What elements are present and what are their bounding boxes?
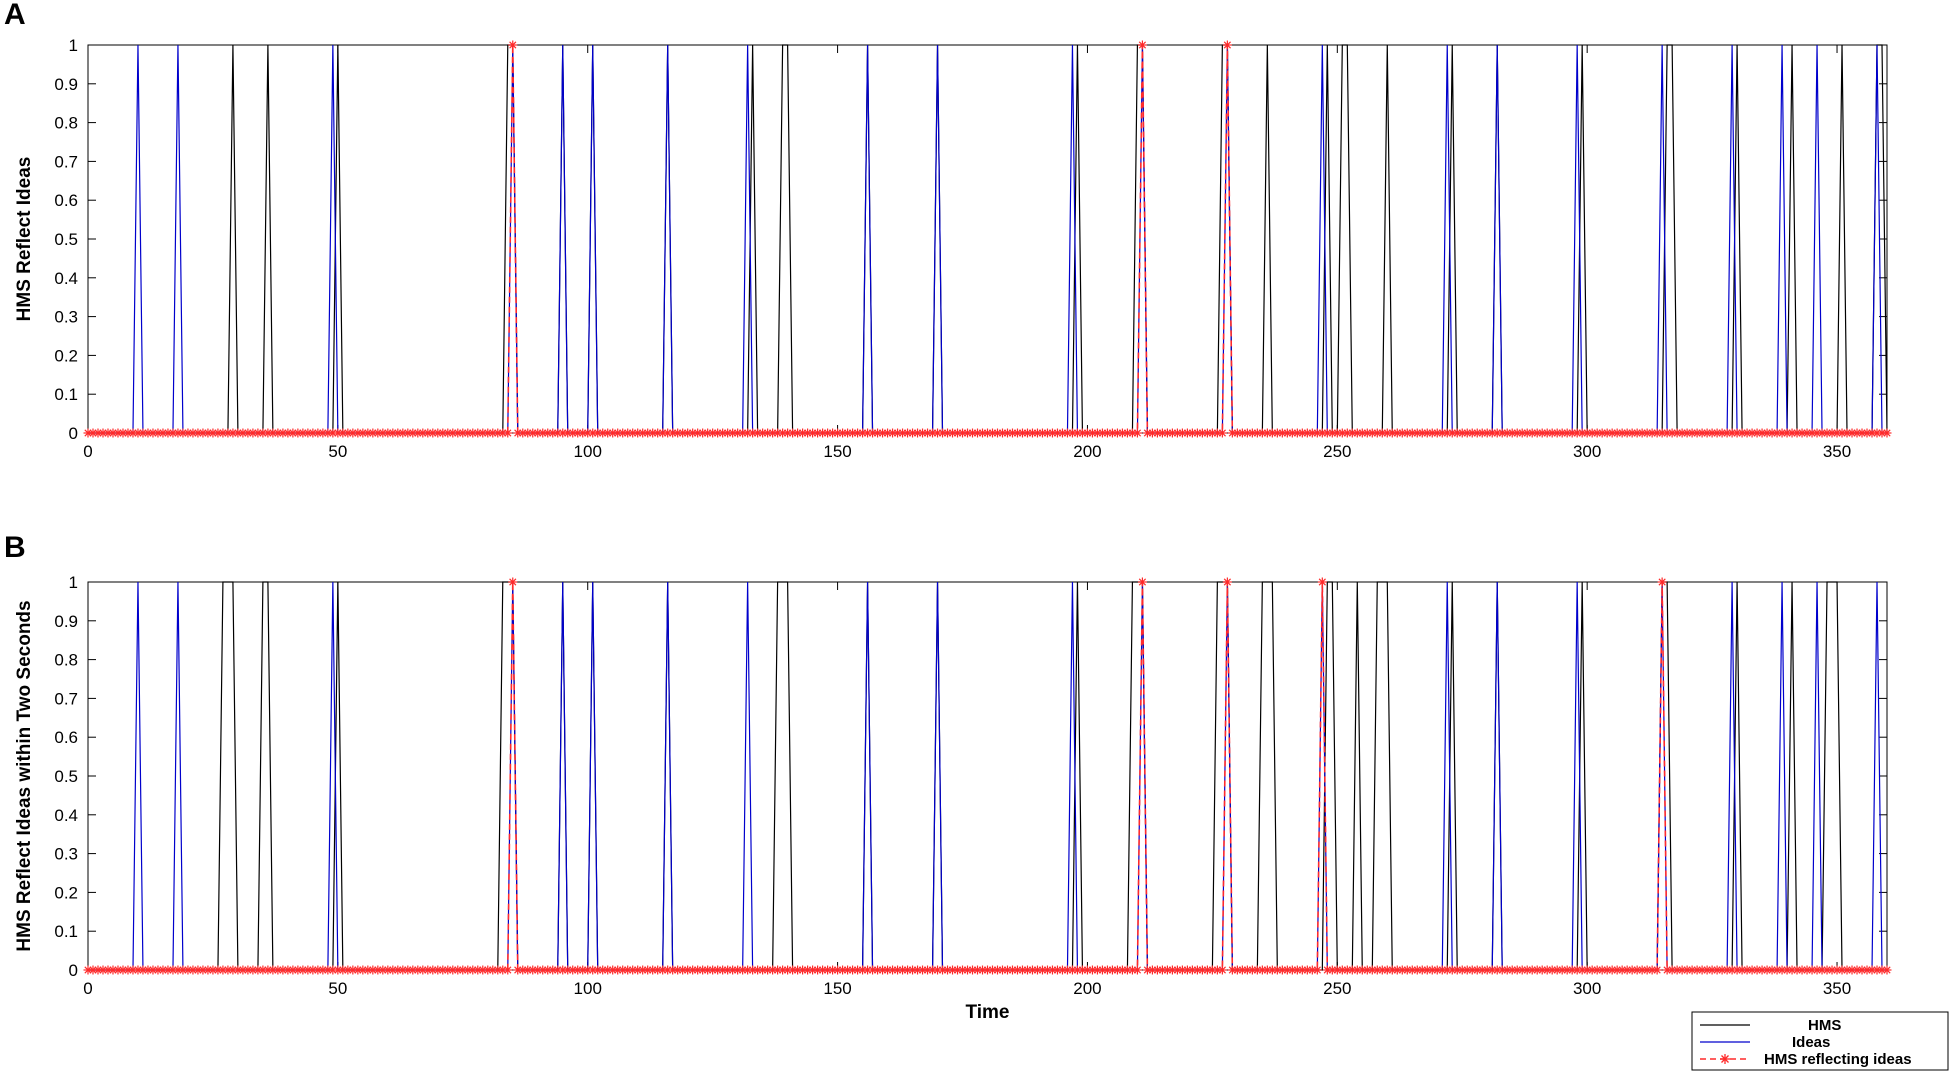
panel-b-series-hms [88, 581, 1887, 971]
panel-a-y-tick-label: 0.3 [54, 308, 78, 327]
panel-b-series-hms-reflecting-ideas-markers [83, 577, 1892, 975]
panel-a-y-tick-label: 0.9 [54, 75, 78, 94]
panel-a-data-point [1132, 428, 1142, 438]
panel-a-x-tick-label: 200 [1073, 442, 1101, 461]
legend-box [1691, 1011, 1949, 1071]
panel-b-data-point [1657, 577, 1667, 587]
panel-b-series-hms-reflecting-ideas [88, 581, 1887, 971]
panel-a-data-point [503, 428, 513, 438]
panel-b-x-tick-label: 300 [1573, 979, 1601, 998]
panel-b-data-point [1312, 965, 1322, 975]
panel-a-series-hms [88, 44, 1888, 434]
panel-a-data-point [453, 428, 463, 438]
panel-b-data-point [1317, 577, 1327, 587]
legend-entry-ideas: Ideas [1700, 1034, 1830, 1051]
panel-a-y-tick-label: 0.5 [54, 230, 78, 249]
panel-a-y-tick-label: 1 [69, 36, 78, 55]
panel-a-series-ideas [88, 44, 1887, 434]
panel-b: B 0 0.1 0.2 0.3 0.4 0.5 0.6 0.7 0.8 0.9 1 0 50 100 150… [4, 531, 1892, 1023]
panel-b-axes-box [87, 581, 1888, 971]
legend-label-ideas: Ideas [1792, 1034, 1830, 1051]
panel-b-data-point [1217, 965, 1227, 975]
panel-b-x-tick-label: 200 [1073, 979, 1101, 998]
panel-a: A 0 0.1 0.2 0.3 0.4 0.5 0.6 0.7 0.8 0.9 1 0 50 100 150… [4, 0, 1892, 461]
panel-a-data-point [1137, 40, 1147, 50]
panel-a-data-point [508, 40, 518, 50]
panel-b-data-point [503, 965, 513, 975]
panel-b-data-point [508, 577, 518, 587]
panel-b-y-tick-label: 0.2 [54, 883, 78, 902]
panel-b-y-tick-label: 0.8 [54, 651, 78, 670]
panel-a-x-tick-label: 350 [1823, 442, 1851, 461]
panel-b-x-tick-label: 50 [328, 979, 347, 998]
panel-a-data-point [1882, 428, 1892, 438]
panel-letter-a: A [4, 0, 26, 31]
panel-b-y-tick-label: 1 [69, 573, 78, 592]
panel-b-y-tick-label: 0.5 [54, 767, 78, 786]
legend-star-marker [1720, 1054, 1730, 1064]
panel-b-y-tick-label: 0.9 [54, 612, 78, 631]
panel-a-data-point [1217, 428, 1227, 438]
panel-b-y-tick-label: 0.3 [54, 845, 78, 864]
panel-b-series-ideas [88, 581, 1887, 971]
panel-b-y-tick-label: 0 [69, 961, 78, 980]
panel-b-x-tick-label: 350 [1823, 979, 1851, 998]
legend-entry-hms-reflecting-ideas: HMS reflecting ideas [1700, 1051, 1912, 1068]
panel-b-y-tick-label: 0.6 [54, 728, 78, 747]
panel-a-x-tick-label: 150 [823, 442, 851, 461]
panel-b-x-tick-label: 0 [83, 979, 92, 998]
panel-b-y-tick-label: 0.1 [54, 922, 78, 941]
panel-a-y-tick-label: 0.2 [54, 346, 78, 365]
panel-a-x-tick-label: 0 [83, 442, 92, 461]
panel-b-x-axis-label: Time [965, 1002, 1009, 1023]
panel-a-plot-area: 0 0.1 0.2 0.3 0.4 0.5 0.6 0.7 0.8 0.9 1 0 50 100 150 20… [54, 36, 1892, 461]
panel-a-x-tick-label: 50 [328, 442, 347, 461]
legend-label-hms-reflecting-ideas: HMS reflecting ideas [1764, 1051, 1912, 1068]
legend-label-hms: HMS [1808, 1017, 1841, 1034]
panel-b-data-point [1652, 965, 1662, 975]
panel-b-x-tick-label: 100 [574, 979, 602, 998]
panel-b-data-point [1137, 577, 1147, 587]
panel-b-y-tick-label: 0.4 [54, 806, 78, 825]
panel-b-x-tick-label: 250 [1323, 979, 1351, 998]
panel-a-x-tick-label: 100 [574, 442, 602, 461]
legend-entry-hms: HMS [1700, 1017, 1841, 1034]
panel-b-data-point [1222, 577, 1232, 587]
panel-a-y-axis-label: HMS Reflect Ideas [14, 157, 35, 322]
panel-b-y-tick-label: 0.7 [54, 689, 78, 708]
panel-a-data-point [1222, 40, 1232, 50]
panel-a-series-hms-reflecting-ideas-markers [83, 40, 1892, 438]
panel-b-plot-area: 0 0.1 0.2 0.3 0.4 0.5 0.6 0.7 0.8 0.9 1 0 50 100 150 20… [54, 573, 1892, 998]
panel-a-x-tick-label: 300 [1573, 442, 1601, 461]
panel-a-axes-box [87, 44, 1888, 434]
panel-b-data-point [1132, 965, 1142, 975]
panel-a-y-tick-label: 0.7 [54, 152, 78, 171]
panel-letter-b: B [4, 531, 26, 564]
panel-a-series-hms-reflecting-ideas [88, 44, 1887, 434]
panel-a-y-tick-label: 0.8 [54, 114, 78, 133]
panel-a-y-tick-label: 0.6 [54, 191, 78, 210]
panel-b-data-point [1882, 965, 1892, 975]
panel-a-x-tick-label: 250 [1323, 442, 1351, 461]
legend: HMS Ideas HMS reflecting ideas [1691, 1011, 1949, 1071]
panel-a-y-tick-label: 0.4 [54, 269, 78, 288]
panel-a-y-tick-label: 0 [69, 424, 78, 443]
panel-a-y-tick-label: 0.1 [54, 385, 78, 404]
panel-b-x-tick-label: 150 [823, 979, 851, 998]
panel-b-y-axis-label: HMS Reflect Ideas within Two Seconds [14, 600, 35, 951]
